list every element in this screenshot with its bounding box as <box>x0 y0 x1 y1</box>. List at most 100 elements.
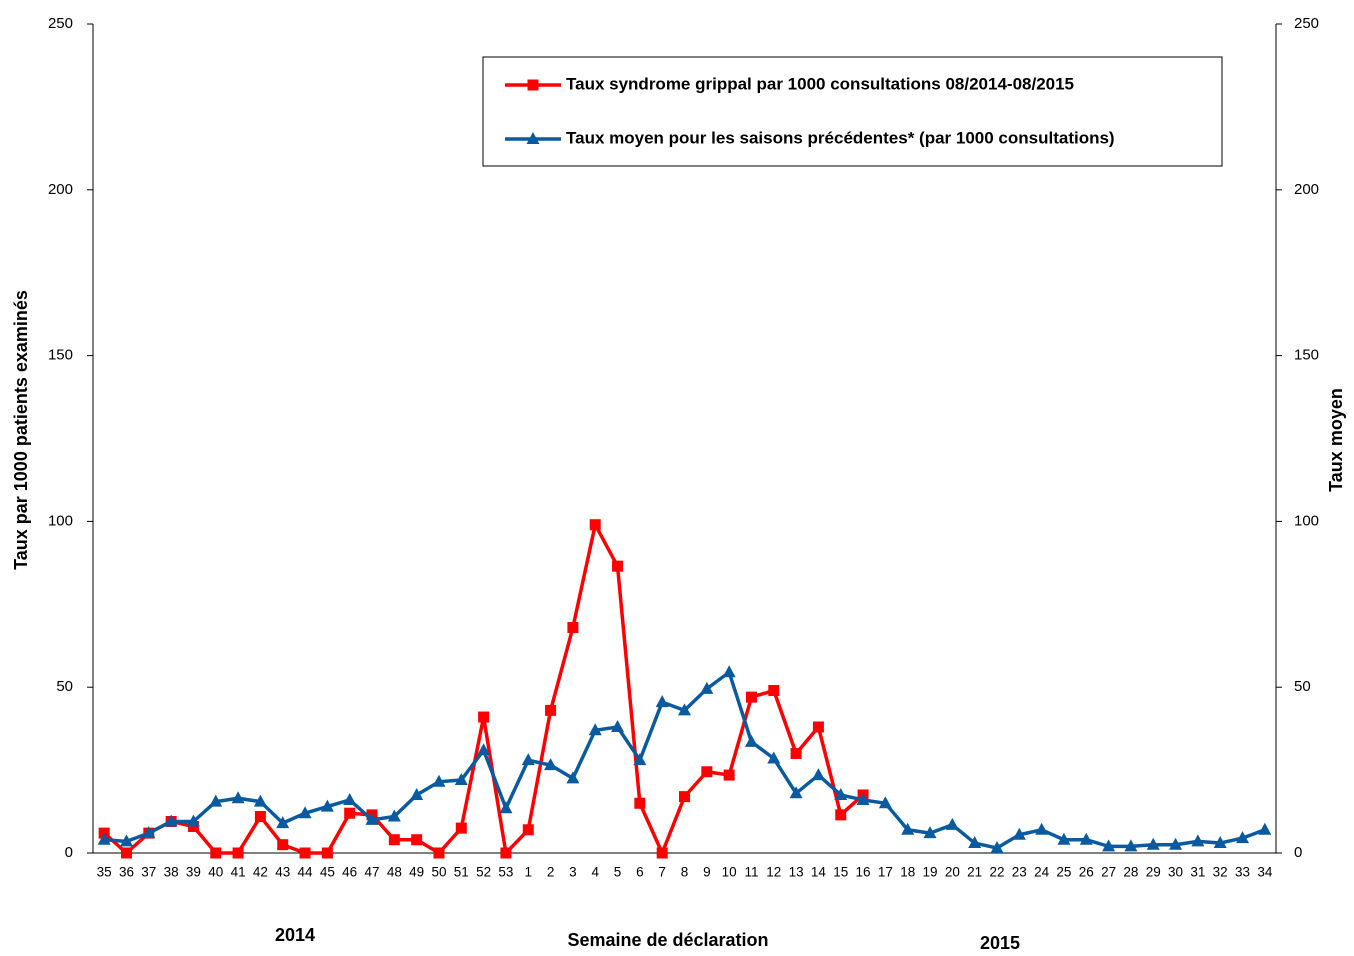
marker <box>410 787 424 800</box>
x-tick-label: 14 <box>811 865 827 880</box>
marker <box>990 841 1004 854</box>
y2-tick-label: 150 <box>1294 347 1319 364</box>
y2-tick-label: 200 <box>1294 181 1319 198</box>
marker <box>210 847 222 859</box>
marker <box>789 786 803 799</box>
x-tick-label: 39 <box>186 865 201 880</box>
x-tick-label: 49 <box>409 865 424 880</box>
x-tick-label: 15 <box>833 865 848 880</box>
x-tick-label: 7 <box>658 865 666 880</box>
x-tick-label: 6 <box>636 865 644 880</box>
marker <box>277 839 289 851</box>
annotation: 2014 <box>275 925 315 945</box>
x-tick-label: 53 <box>498 865 513 880</box>
marker <box>1258 822 1272 835</box>
y2-axis-label: Taux moyen <box>1326 388 1346 492</box>
marker <box>945 817 959 830</box>
marker <box>856 792 870 805</box>
x-tick-label: 36 <box>119 865 134 880</box>
x-tick-label: 37 <box>141 865 156 880</box>
y-tick-label: 100 <box>48 512 73 529</box>
marker <box>679 791 690 803</box>
x-tick-label: 2 <box>547 865 555 880</box>
x-tick-label: 28 <box>1123 865 1138 880</box>
marker <box>388 834 400 846</box>
x-tick-label: 51 <box>454 865 469 880</box>
marker <box>567 622 579 634</box>
marker <box>655 695 669 708</box>
marker <box>97 832 111 845</box>
x-tick-label: 5 <box>614 865 622 880</box>
x-tick-label: 12 <box>766 865 781 880</box>
marker <box>500 847 512 859</box>
marker <box>343 792 357 805</box>
marker <box>968 836 982 849</box>
marker <box>545 704 557 716</box>
marker <box>723 769 735 781</box>
x-tick-label: 4 <box>591 865 599 880</box>
legend-label: Taux moyen pour les saisons précédentes*… <box>566 128 1115 147</box>
marker <box>700 681 714 694</box>
marker <box>232 847 244 859</box>
marker <box>432 774 446 787</box>
marker <box>544 758 558 771</box>
marker <box>1146 837 1160 850</box>
marker <box>1035 822 1049 835</box>
marker <box>478 711 490 723</box>
x-tick-label: 46 <box>342 865 357 880</box>
marker <box>612 560 624 572</box>
marker <box>767 751 781 764</box>
marker <box>589 519 601 531</box>
x-tick-label: 52 <box>476 865 491 880</box>
marker <box>499 801 513 814</box>
marker <box>521 753 535 766</box>
x-tick-label: 44 <box>298 865 314 880</box>
marker <box>878 796 892 809</box>
marker <box>433 847 445 859</box>
x-tick-label: 8 <box>681 865 689 880</box>
marker <box>835 809 847 821</box>
x-tick-label: 3 <box>569 865 577 880</box>
marker <box>254 811 266 823</box>
marker <box>834 787 848 800</box>
x-tick-label: 32 <box>1213 865 1228 880</box>
marker <box>701 766 713 778</box>
marker <box>656 847 668 859</box>
y2-tick-label: 100 <box>1294 512 1319 529</box>
x-tick-label: 21 <box>967 865 982 880</box>
marker <box>812 721 824 733</box>
x-tick-label: 33 <box>1235 865 1250 880</box>
marker <box>299 847 311 859</box>
x-tick-label: 34 <box>1257 865 1273 880</box>
x-tick-label: 9 <box>703 865 711 880</box>
marker <box>1213 836 1227 849</box>
marker <box>209 794 223 807</box>
annotation: 2015 <box>980 933 1020 953</box>
y-tick-label: 0 <box>65 844 73 861</box>
x-tick-label: 22 <box>989 865 1004 880</box>
x-tick-label: 29 <box>1146 865 1161 880</box>
x-tick-label: 19 <box>923 865 938 880</box>
marker <box>566 771 580 784</box>
marker <box>901 822 915 835</box>
marker <box>119 834 133 847</box>
marker <box>1191 834 1205 847</box>
marker <box>768 685 780 697</box>
marker <box>522 824 534 836</box>
marker <box>1236 831 1250 844</box>
marker <box>164 814 178 827</box>
x-tick-label: 35 <box>97 865 112 880</box>
x-axis-label: Semaine de déclaration <box>567 930 768 950</box>
marker <box>454 773 468 786</box>
x-tick-label: 20 <box>945 865 960 880</box>
marker <box>365 812 379 825</box>
x-tick-label: 41 <box>231 865 246 880</box>
marker <box>588 723 602 736</box>
x-tick-label: 11 <box>744 865 758 880</box>
x-tick-label: 24 <box>1034 865 1050 880</box>
x-tick-label: 10 <box>722 865 737 880</box>
marker <box>321 847 333 859</box>
legend-label: Taux syndrome grippal par 1000 consultat… <box>566 74 1074 93</box>
y2-tick-label: 0 <box>1294 844 1302 861</box>
legend-marker <box>527 79 539 91</box>
